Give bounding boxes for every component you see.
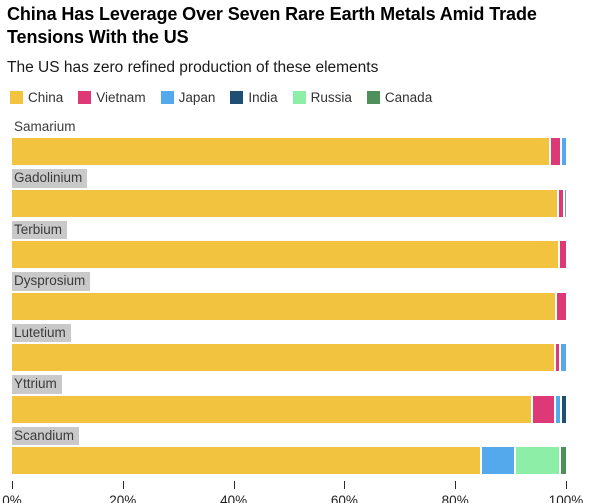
bar-segment-china [12,189,557,217]
legend-item-india: India [230,89,278,105]
bar-segment-china [12,447,481,475]
legend-swatch-china [10,90,23,104]
bar-row-terbium: Terbium [12,220,600,269]
axis-tick [233,481,235,490]
stacked-bar [12,292,566,320]
bar-segment-china [12,344,555,372]
bar-segment-vietnam [558,241,566,269]
legend-swatch-japan [160,90,174,104]
bar-segment-canada [558,447,566,475]
bar-row-yttrium: Yttrium [12,375,600,423]
category-label: Gadolinium [12,169,88,188]
bar-segment-japan [554,395,561,423]
stacked-bar [12,138,566,166]
legend-swatch-india [230,90,244,104]
category-label: Dysprosium [12,272,91,291]
legend-label: Russia [310,89,352,105]
axis-tick-label: 20% [109,493,137,503]
legend-swatch-canada [366,90,380,104]
x-axis: 0% 20% 40% 60% 80% 100% [2,481,583,503]
legend-label: Japan [178,89,216,105]
stacked-bar [12,189,566,217]
axis-tick [344,481,346,490]
legend-label: China [28,89,64,105]
category-label: Terbium [12,220,68,240]
axis-tick-label: 80% [441,493,469,503]
category-label: Yttrium [12,375,62,394]
stacked-bar [12,447,566,475]
axis-tick [455,481,457,490]
legend-item-canada: Canada [366,89,433,105]
category-label: Lutetium [12,323,71,343]
chart-title: China Has Leverage Over Seven Rare Earth… [7,4,537,48]
legend: China Vietnam Japan India Russia Canada [0,77,600,105]
axis-tick [12,481,13,490]
legend-item-japan: Japan [160,89,216,105]
bar-segment-japan [563,189,566,217]
bar-row-scandium: Scandium [12,426,600,475]
axis-tick [566,481,567,490]
legend-label: Vietnam [96,89,146,105]
bar-row-samarium: Samarium [12,118,600,166]
stacked-bar [12,344,566,372]
bar-row-lutetium: Lutetium [12,323,600,372]
plot-area: Samarium Gadolinium Terbium Dysprosium Lutet… [0,105,600,475]
stacked-bar [12,395,566,423]
bar-segment-vietnam [530,395,555,423]
chart-subtitle: The US has zero refined production of th… [7,58,379,76]
bar-row-dysprosium: Dysprosium [12,272,600,320]
legend-swatch-vietnam [78,90,92,104]
bar-segment-japan [560,138,566,166]
bar-segment-vietnam [554,344,559,372]
bar-segment-vietnam [556,189,564,217]
bar-segment-china [12,241,559,269]
bar-segment-china [12,395,531,423]
bar-segment-japan [480,447,515,475]
legend-swatch-russia [292,90,306,104]
bar-segment-japan [558,344,566,372]
legend-item-vietnam: Vietnam [78,89,146,105]
axis-tick [122,481,124,490]
bar-segment-vietnam [554,292,566,320]
category-label: Samarium [14,118,76,134]
category-label: Scandium [12,426,80,446]
legend-item-china: China [10,90,63,105]
legend-label: Canada [384,89,433,105]
axis-tick-label: 100% [548,493,584,503]
stacked-bar [12,241,566,269]
axis-tick-label: 40% [220,493,248,503]
bar-segment-russia [514,447,559,475]
bar-row-gadolinium: Gadolinium [12,169,600,217]
bar-segment-india [560,395,566,423]
bar-segment-china [12,138,550,166]
axis-tick-label: 0% [2,493,22,503]
bar-segment-vietnam [549,138,561,166]
bar-segment-china [12,292,555,320]
legend-item-russia: Russia [292,89,352,105]
axis-tick-label: 60% [330,493,358,503]
legend-label: India [248,89,278,105]
